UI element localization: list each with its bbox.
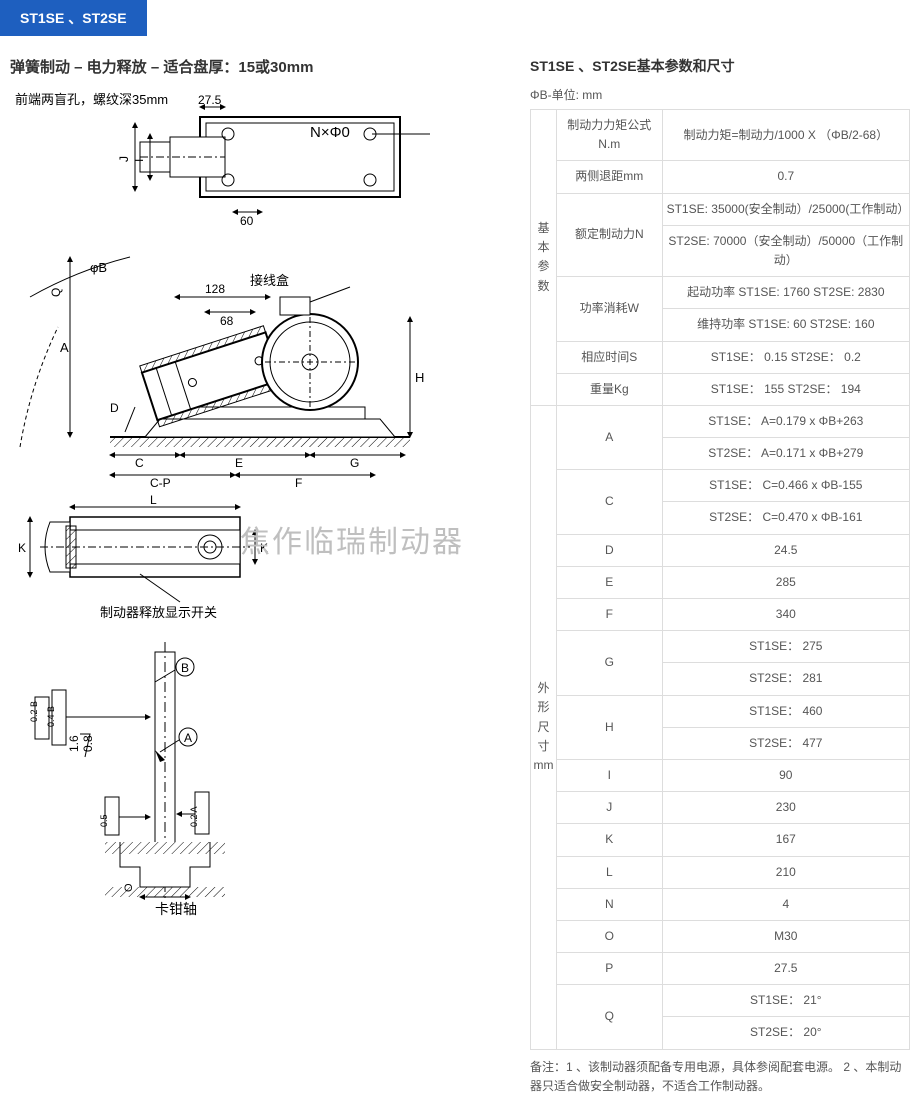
row-value: 0.7 <box>662 161 909 193</box>
group1-label: 基本参数 <box>531 110 557 406</box>
row-value: ST2SE： A=0.171 x ΦB+279 <box>662 438 909 470</box>
row-value: ST2SE： 20° <box>662 1017 909 1049</box>
end-view: K K L 制动器释放显示开关 <box>18 493 268 620</box>
row-value: 340 <box>662 599 909 631</box>
row-value: ST2SE： C=0.470 x ΦB-161 <box>662 502 909 534</box>
svg-text:G: G <box>350 456 359 470</box>
svg-text:C: C <box>135 456 144 470</box>
row-label: Q <box>557 985 663 1049</box>
svg-text:0.2 B: 0.2 B <box>29 701 39 722</box>
svg-text:K: K <box>18 541 26 555</box>
footnote: 备注：1 、该制动器须配备专用电源，具体参阅配套电源。 2 、本制动器只适合做安… <box>530 1058 910 1096</box>
svg-text:A: A <box>184 731 192 745</box>
right-title: ST1SE 、ST2SE基本参数和尺寸 <box>530 56 910 76</box>
group2-label: 外形尺寸mm <box>531 405 557 1049</box>
row-label: A <box>557 405 663 469</box>
svg-text:C-P: C-P <box>150 476 171 490</box>
svg-text:I: I <box>132 159 146 162</box>
svg-text:D: D <box>110 401 119 415</box>
row-label: C <box>557 470 663 534</box>
main: 弹簧制动 – 电力释放 – 适合盘厚：15或30mm 前端两盲孔，螺纹 <box>0 36 916 1096</box>
left-subtitle: 弹簧制动 – 电力释放 – 适合盘厚：15或30mm <box>10 56 520 77</box>
row-value: ST2SE: 70000（安全制动）/50000（工作制动） <box>662 225 909 276</box>
svg-text:E: E <box>235 456 243 470</box>
left-panel: 弹簧制动 – 电力释放 – 适合盘厚：15或30mm 前端两盲孔，螺纹 <box>0 46 530 1096</box>
row-label: O <box>557 920 663 952</box>
row-label: 制动力力矩公式N.m <box>557 110 663 161</box>
row-value: 起动功率 ST1SE: 1760 ST2SE: 2830 <box>662 277 909 309</box>
row-label: 功率消耗W <box>557 277 663 341</box>
svg-text:φB: φB <box>90 260 107 275</box>
row-value: 24.5 <box>662 534 909 566</box>
svg-text:Q: Q <box>49 288 63 297</box>
row-value: ST1SE： 155 ST2SE： 194 <box>662 373 909 405</box>
gdt-view: B A 0.2 B 0.4 B 1.6 0.8 <box>29 642 225 917</box>
row-label: H <box>557 695 663 759</box>
svg-text:N×Φ0: N×Φ0 <box>310 124 350 141</box>
row-value: ST1SE： 460 <box>662 695 909 727</box>
svg-text:B: B <box>181 661 189 675</box>
svg-text:A: A <box>60 340 69 355</box>
svg-text:0.2 A: 0.2 A <box>189 806 199 827</box>
row-label: K <box>557 824 663 856</box>
svg-text:68: 68 <box>220 314 234 328</box>
row-value: 90 <box>662 759 909 791</box>
row-value: 210 <box>662 856 909 888</box>
row-value: ST1SE： C=0.466 x ΦB-155 <box>662 470 909 502</box>
spec-table: 基本参数 制动力力矩公式N.m 制动力矩=制动力/1000 X （ΦB/2-68… <box>530 109 910 1050</box>
row-label: G <box>557 631 663 695</box>
row-value: M30 <box>662 920 909 952</box>
row-label: E <box>557 566 663 598</box>
row-value: ST1SE： A=0.179 x ΦB+263 <box>662 405 909 437</box>
row-value: 285 <box>662 566 909 598</box>
row-value: 230 <box>662 792 909 824</box>
top-view: 前端两盲孔，螺纹深35mm N×Φ0 <box>15 92 430 228</box>
row-label: P <box>557 953 663 985</box>
svg-text:制动器释放显示开关: 制动器释放显示开关 <box>100 605 217 620</box>
svg-text:H: H <box>415 370 424 385</box>
svg-text:接线盒: 接线盒 <box>250 273 289 288</box>
row-value: ST1SE: 35000(安全制动）/25000(工作制动） <box>662 193 909 225</box>
svg-text:0.4 B: 0.4 B <box>46 706 56 727</box>
row-label: N <box>557 888 663 920</box>
svg-text:1.6: 1.6 <box>67 735 81 752</box>
row-label: I <box>557 759 663 791</box>
side-view: 接线盒 φB 128 68 A Q H <box>20 257 424 490</box>
row-value: 制动力矩=制动力/1000 X （ΦB/2-68） <box>662 110 909 161</box>
row-value: 27.5 <box>662 953 909 985</box>
row-value: ST1SE： 21° <box>662 985 909 1017</box>
svg-text:60: 60 <box>240 214 254 228</box>
row-value: 维持功率 ST1SE: 60 ST2SE: 160 <box>662 309 909 341</box>
row-label: D <box>557 534 663 566</box>
row-label: 重量Kg <box>557 373 663 405</box>
row-value: ST1SE： 275 <box>662 631 909 663</box>
svg-text:27.5: 27.5 <box>198 93 222 107</box>
engineering-diagram: 前端两盲孔，螺纹深35mm N×Φ0 <box>10 87 520 917</box>
svg-text:0.5: 0.5 <box>99 814 109 827</box>
row-value: 167 <box>662 824 909 856</box>
row-value: ST1SE： 0.15 ST2SE： 0.2 <box>662 341 909 373</box>
row-label: 相应时间S <box>557 341 663 373</box>
unit-line: ΦB-单位: mm <box>530 86 910 103</box>
header-tab: ST1SE 、ST2SE <box>0 0 147 36</box>
right-panel: ST1SE 、ST2SE基本参数和尺寸 ΦB-单位: mm 基本参数 制动力力矩… <box>530 46 916 1096</box>
row-label: F <box>557 599 663 631</box>
svg-text:J: J <box>117 156 131 162</box>
svg-text:O: O <box>123 883 135 892</box>
svg-text:128: 128 <box>205 282 225 296</box>
row-value: ST2SE： 477 <box>662 727 909 759</box>
svg-text:L: L <box>150 493 157 507</box>
row-label: 额定制动力N <box>557 193 663 277</box>
svg-text:卡钳轴: 卡钳轴 <box>155 901 197 917</box>
row-value: ST2SE： 281 <box>662 663 909 695</box>
row-label: 两侧退距mm <box>557 161 663 193</box>
row-label: J <box>557 792 663 824</box>
row-label: L <box>557 856 663 888</box>
row-value: 4 <box>662 888 909 920</box>
svg-text:前端两盲孔，螺纹深35mm: 前端两盲孔，螺纹深35mm <box>15 92 168 107</box>
svg-text:F: F <box>295 476 302 490</box>
watermark: 焦作临瑞制动器 <box>240 517 464 561</box>
